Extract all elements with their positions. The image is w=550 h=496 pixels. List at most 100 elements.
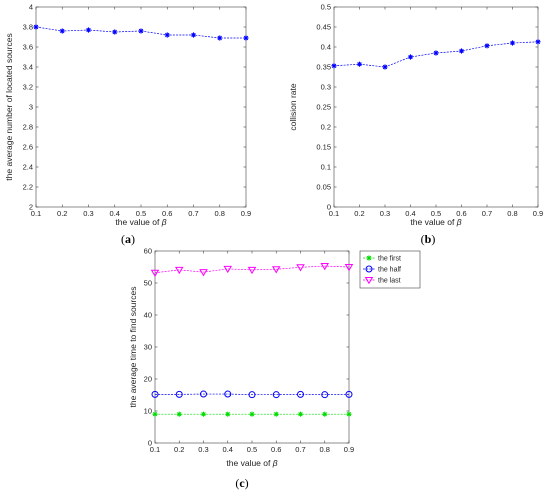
y-tick-label: 3.8	[23, 23, 33, 32]
y-tick-label: 0.35	[316, 63, 331, 72]
y-tick-label: 0.25	[316, 103, 331, 112]
data-point	[225, 411, 231, 417]
y-axis-label: collision rate	[288, 83, 298, 131]
chart-panel-1: 0.1 0.2 0.3 0.4 0.5 0.6 0.7 0.8 0.9 2 2.2 2.4 2.6 2.8…	[4, 3, 251, 246]
legend-label: the half	[378, 267, 401, 274]
data-point	[320, 262, 330, 271]
data-point	[249, 411, 255, 417]
data-point	[322, 411, 328, 417]
y-tick-label: 0.15	[316, 143, 331, 152]
data-point	[217, 35, 223, 41]
data-point	[509, 40, 516, 46]
data-point	[224, 390, 232, 398]
x-tick-label: 0.2	[354, 209, 364, 218]
data-point	[243, 35, 249, 41]
x-tick-label: 0.5	[247, 445, 257, 454]
x-axis-label: the value of β	[115, 217, 166, 227]
data-point	[200, 390, 207, 398]
data-point	[151, 390, 159, 398]
x-tick-label: 0.9	[344, 445, 354, 454]
y-tick-label: 0.1	[321, 163, 331, 172]
y-tick-label: 0	[327, 203, 331, 212]
x-tick-label: 0.7	[482, 209, 492, 218]
chart-panel-3: 0.1 0.2 0.3 0.4 0.5 0.6 0.7 0.8 0.9 0 10 20 30 40 50 60…	[128, 247, 421, 490]
series-line	[154, 265, 350, 274]
y-tick-label: 2	[29, 203, 33, 212]
y-tick-label: 2.2	[23, 183, 33, 192]
data-point	[346, 411, 352, 417]
y-axis-label: the average time to find sources	[128, 287, 138, 408]
x-tick-label: 0.1	[150, 445, 160, 454]
legend-label: the last	[378, 278, 401, 285]
x-tick-label: 0.7	[188, 209, 198, 218]
data-point	[150, 269, 160, 277]
y-tick-label: 0.45	[316, 23, 331, 32]
data-point	[33, 24, 39, 30]
x-tick-label: 0.6	[162, 209, 172, 218]
data-point	[138, 28, 144, 34]
x-tick-label: 0.8	[507, 209, 517, 218]
data-point	[407, 54, 414, 60]
y-tick-label: 3	[29, 103, 33, 112]
x-tick-label: 0.8	[320, 445, 330, 454]
y-tick-label: 3.2	[23, 83, 33, 92]
data-point	[345, 390, 353, 398]
y-tick-label: 0.5	[321, 3, 331, 12]
legend-label: the first	[378, 256, 401, 263]
data-point	[433, 50, 439, 56]
data-point	[223, 265, 233, 274]
panel-label: (c)	[235, 476, 248, 490]
series-1	[33, 24, 249, 41]
data-point	[382, 64, 388, 70]
data-point	[271, 266, 281, 274]
data-point	[112, 29, 118, 35]
y-tick-label: 2.4	[23, 163, 33, 172]
series-the-first	[152, 411, 352, 417]
x-tick-label: 0.7	[295, 445, 305, 454]
plot-area	[333, 6, 539, 208]
series-line	[155, 393, 350, 396]
chart-panel-2: 0.1 0.2 0.3 0.4 0.5 0.6 0.7 0.8 0.9 0 0.05 0.1 0.15 0…	[288, 3, 543, 246]
data-point	[152, 411, 158, 417]
y-tick-label: 20	[144, 375, 152, 384]
y-tick-label: 0.3	[321, 83, 331, 92]
data-point	[273, 411, 279, 417]
x-tick-label: 0.2	[57, 209, 67, 218]
x-axis-label: the value of β	[226, 458, 277, 468]
y-tick-label: 50	[144, 279, 152, 288]
x-tick-label: 0.4	[223, 445, 233, 454]
y-tick-label: 10	[144, 407, 152, 416]
panel-label: (b)	[421, 232, 436, 246]
x-axis-label: the value of β	[410, 217, 461, 227]
x-tick-label: 0.5	[431, 209, 441, 218]
data-point	[364, 276, 374, 285]
data-point	[484, 43, 490, 49]
data-point	[85, 27, 92, 33]
data-point	[331, 63, 337, 69]
x-tick-label: 0.1	[329, 209, 339, 218]
x-tick-label: 0.1	[31, 209, 41, 218]
y-tick-label: 0.2	[321, 123, 331, 132]
data-point	[272, 391, 280, 399]
y-tick-label: 30	[144, 343, 152, 352]
x-tick-label: 0.3	[198, 445, 208, 454]
data-point	[200, 411, 207, 417]
x-tick-label: 0.4	[110, 209, 120, 218]
data-point	[366, 255, 372, 261]
x-tick-label: 0.3	[83, 209, 93, 218]
y-tick-label: 0.4	[321, 43, 331, 52]
data-point	[190, 32, 197, 38]
data-point	[296, 264, 305, 272]
x-tick-label: 0.6	[456, 209, 466, 218]
series-the-half	[151, 390, 353, 399]
data-point	[297, 411, 304, 417]
y-tick-label: 2.8	[23, 123, 33, 132]
x-tick-label: 0.5	[136, 209, 146, 218]
data-point	[247, 266, 257, 275]
x-tick-label: 0.9	[241, 209, 251, 218]
data-point	[458, 48, 465, 54]
data-point	[344, 263, 354, 272]
data-point	[175, 390, 183, 398]
data-point	[199, 269, 208, 277]
